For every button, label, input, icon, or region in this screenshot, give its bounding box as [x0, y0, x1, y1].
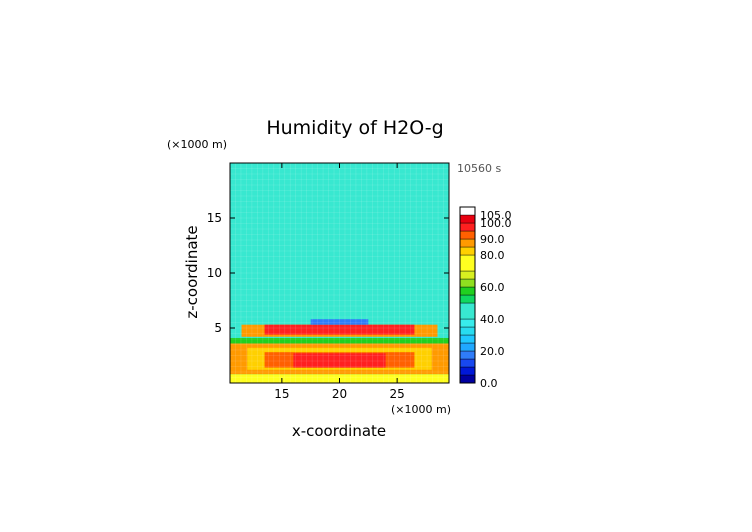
colorbar-segment: [459, 374, 476, 384]
x-tick-label: 15: [274, 387, 289, 401]
chart-title: Humidity of H2O-g: [266, 117, 443, 139]
x-unit-label: (×1000 m): [391, 403, 451, 416]
y-axis-label: z-coordinate: [183, 225, 201, 318]
colorbar-segment: [459, 350, 476, 360]
colorbar-tick-label: 80.0: [480, 249, 505, 262]
colorbar-frame: [459, 206, 476, 384]
colorbar-segment: [459, 230, 476, 240]
colorbar-segment: [459, 334, 476, 344]
y-tick-label: 5: [214, 321, 222, 335]
x-tick-label: 20: [332, 387, 347, 401]
humidity-field: [230, 163, 449, 383]
colorbar-tick-label: 90.0: [480, 233, 505, 246]
colorbar-tick-label: 40.0: [480, 313, 505, 326]
colorbar-segment: [459, 326, 476, 336]
colorbar-tick-label: 60.0: [480, 281, 505, 294]
colorbar-segment: [459, 246, 476, 256]
field-band: [310, 319, 369, 325]
time-label: 10560 s: [457, 162, 501, 175]
y-tick-label: 10: [207, 266, 222, 280]
colorbar-tick-label: 105.0: [480, 209, 512, 222]
colorbar-tick-label: 20.0: [480, 345, 505, 358]
field-band: [293, 353, 386, 368]
colorbar-segment: [459, 222, 476, 232]
y-axis-ticks: 5 10 15: [207, 211, 449, 335]
x-axis-ticks: 15 20 25: [274, 163, 405, 401]
colorbar-segment: [459, 318, 476, 328]
mesh-grid: [230, 163, 449, 383]
field-band: [264, 324, 415, 335]
field-band: [230, 337, 449, 344]
z-unit-label: (×1000 m): [167, 138, 227, 151]
colorbar-segment: [459, 238, 476, 248]
colorbar-segment: [459, 206, 476, 216]
colorbar-segment: [459, 294, 476, 304]
colorbar-tick-label: 100.0: [480, 217, 512, 230]
colorbar-segment: [459, 214, 476, 224]
colorbar-segment: [459, 270, 476, 280]
y-tick-label: 15: [207, 211, 222, 225]
colorbar-tick-label: 0.0: [480, 377, 498, 390]
colorbar-segment: [459, 366, 476, 376]
colorbar-segment: [459, 342, 476, 352]
colorbar-segment: [459, 254, 476, 272]
x-axis-label: x-coordinate: [292, 422, 386, 440]
colorbar-segment: [459, 286, 476, 296]
colorbar-segment: [459, 278, 476, 288]
x-tick-label: 25: [389, 387, 404, 401]
colorbar-segment: [459, 302, 476, 320]
colorbar: [459, 206, 476, 384]
colorbar-segment: [459, 358, 476, 368]
